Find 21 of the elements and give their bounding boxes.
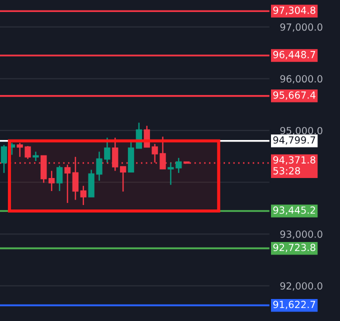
ref-line-label: 96,448.7 (273, 50, 316, 60)
ref-line-label: 97,304.8 (273, 6, 316, 15)
y-tick-label: 96,000.0 (280, 75, 322, 84)
ref-line-label: 94,371.8 53:28 (273, 156, 316, 174)
ref-line-label: 93,445.2 (273, 206, 315, 215)
candlestick (56, 165, 63, 192)
ref-line-label: 94,799.7 (273, 136, 316, 145)
candlestick (128, 141, 134, 173)
ref-line-label: 95,667.4 (273, 91, 316, 100)
ref-line-label: 92,723.8 (273, 244, 316, 252)
candlestick (64, 164, 71, 204)
candlestick (112, 137, 118, 172)
y-tick-label: 92,000.0 (280, 282, 322, 291)
y-tick-label: 97,000.0 (280, 23, 322, 32)
candlestick (80, 185, 86, 206)
y-tick-label: 93,000.0 (280, 230, 322, 239)
candlestick (0, 144, 8, 174)
candlestick (32, 151, 39, 162)
candlestick (120, 166, 126, 192)
y-tick-label: 95,000.0 (280, 126, 322, 136)
ref-line-label: 91,622.7 (273, 300, 316, 310)
